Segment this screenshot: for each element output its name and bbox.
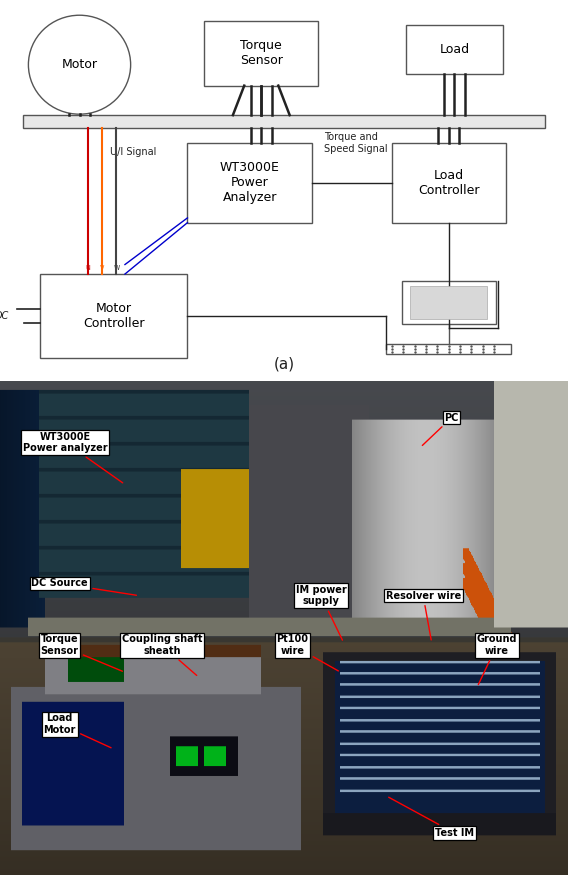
Text: PC: PC <box>423 413 459 445</box>
Bar <box>402 281 495 325</box>
Text: Torque and
Speed Signal: Torque and Speed Signal <box>324 132 387 153</box>
Text: U/I Signal: U/I Signal <box>110 147 156 158</box>
Ellipse shape <box>28 15 131 114</box>
Text: Resolver wire: Resolver wire <box>386 591 461 640</box>
Text: DC: DC <box>0 311 9 321</box>
Text: Torque
Sensor: Torque Sensor <box>41 634 122 671</box>
Bar <box>386 344 511 354</box>
Text: Motor: Motor <box>61 59 98 71</box>
Text: Coupling shaft
sheath: Coupling shaft sheath <box>122 634 202 676</box>
Text: v: v <box>100 263 105 272</box>
Text: WT3000E
Power
Analyzer: WT3000E Power Analyzer <box>220 161 280 204</box>
Bar <box>410 286 487 318</box>
Text: Pt100
wire: Pt100 wire <box>277 634 339 671</box>
Text: IM power
supply: IM power supply <box>295 584 346 640</box>
Text: w: w <box>113 263 120 272</box>
Text: Load
Motor: Load Motor <box>44 713 111 748</box>
Text: DC Source: DC Source <box>31 578 136 595</box>
FancyBboxPatch shape <box>406 24 503 74</box>
FancyBboxPatch shape <box>392 143 506 222</box>
FancyBboxPatch shape <box>204 21 318 86</box>
Text: u: u <box>86 263 90 272</box>
Text: Load
Controller: Load Controller <box>418 169 479 197</box>
FancyBboxPatch shape <box>40 274 187 358</box>
Text: Load: Load <box>439 43 470 56</box>
Text: WT3000E
Power analyzer: WT3000E Power analyzer <box>23 431 123 483</box>
Text: Torque
Sensor: Torque Sensor <box>240 39 283 67</box>
Text: Motor
Controller: Motor Controller <box>83 302 144 330</box>
Bar <box>23 116 545 129</box>
Text: Test IM: Test IM <box>389 797 474 838</box>
Text: Ground
wire: Ground wire <box>477 634 517 684</box>
Text: (a): (a) <box>273 356 295 371</box>
FancyBboxPatch shape <box>187 143 312 222</box>
